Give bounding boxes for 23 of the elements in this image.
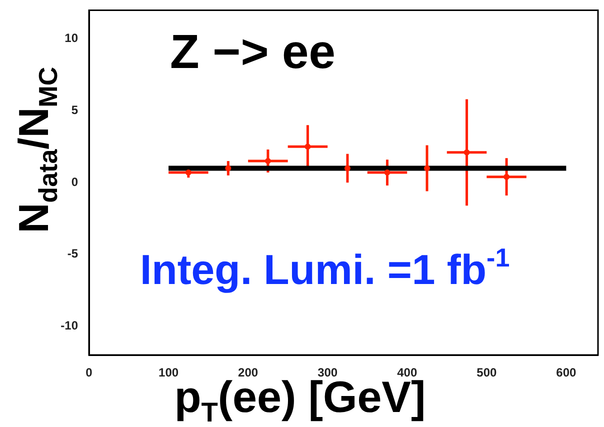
point: [185, 170, 192, 176]
point: [264, 158, 271, 164]
y-tick-label: -10: [60, 318, 78, 333]
x-tick-label: 300: [318, 366, 338, 380]
point: [384, 170, 390, 176]
x-tick-label: 200: [238, 366, 258, 380]
y-axis-title: Ndata/NMC: [10, 66, 64, 234]
x-tick-label: 400: [397, 366, 418, 380]
point: [504, 174, 510, 180]
point: [464, 149, 470, 156]
point: [344, 165, 350, 172]
y-tick-label: 5: [71, 103, 78, 118]
x-tick-label: 500: [476, 366, 497, 380]
y-tick-label: 0: [71, 174, 78, 189]
point: [424, 165, 430, 172]
x-tick-label: 100: [158, 366, 179, 380]
y-tick-label: -5: [67, 246, 78, 261]
annotation: Z −> ee: [170, 26, 336, 79]
point: [304, 144, 311, 150]
x-tick-label: 0: [86, 366, 93, 380]
point: [225, 165, 232, 172]
x-tick-label: 600: [556, 366, 577, 380]
y-tick-label: 10: [64, 31, 78, 46]
